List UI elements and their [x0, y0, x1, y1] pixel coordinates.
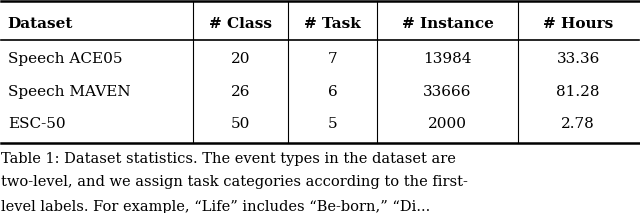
Text: # Task: # Task [305, 17, 361, 31]
Text: level labels. For example, “Life” includes “Be-born,” “Di...: level labels. For example, “Life” includ… [1, 200, 431, 213]
Text: 26: 26 [230, 85, 250, 98]
Text: # Class: # Class [209, 17, 272, 31]
Text: 2000: 2000 [428, 117, 467, 131]
Text: 50: 50 [230, 117, 250, 131]
Text: 81.28: 81.28 [556, 85, 600, 98]
Text: 33.36: 33.36 [556, 52, 600, 66]
Text: Speech MAVEN: Speech MAVEN [8, 85, 131, 98]
Text: 33666: 33666 [423, 85, 472, 98]
Text: 7: 7 [328, 52, 337, 66]
Text: # Instance: # Instance [401, 17, 493, 31]
Text: 13984: 13984 [423, 52, 472, 66]
Text: # Hours: # Hours [543, 17, 613, 31]
Text: ESC-50: ESC-50 [8, 117, 65, 131]
Text: 5: 5 [328, 117, 337, 131]
Text: 6: 6 [328, 85, 338, 98]
Text: 2.78: 2.78 [561, 117, 595, 131]
Text: two-level, and we assign task categories according to the first-: two-level, and we assign task categories… [1, 175, 468, 189]
Text: Speech ACE05: Speech ACE05 [8, 52, 122, 66]
Text: Dataset: Dataset [8, 17, 73, 31]
Text: Table 1: Dataset statistics. The event types in the dataset are: Table 1: Dataset statistics. The event t… [1, 152, 456, 166]
Text: 20: 20 [230, 52, 250, 66]
